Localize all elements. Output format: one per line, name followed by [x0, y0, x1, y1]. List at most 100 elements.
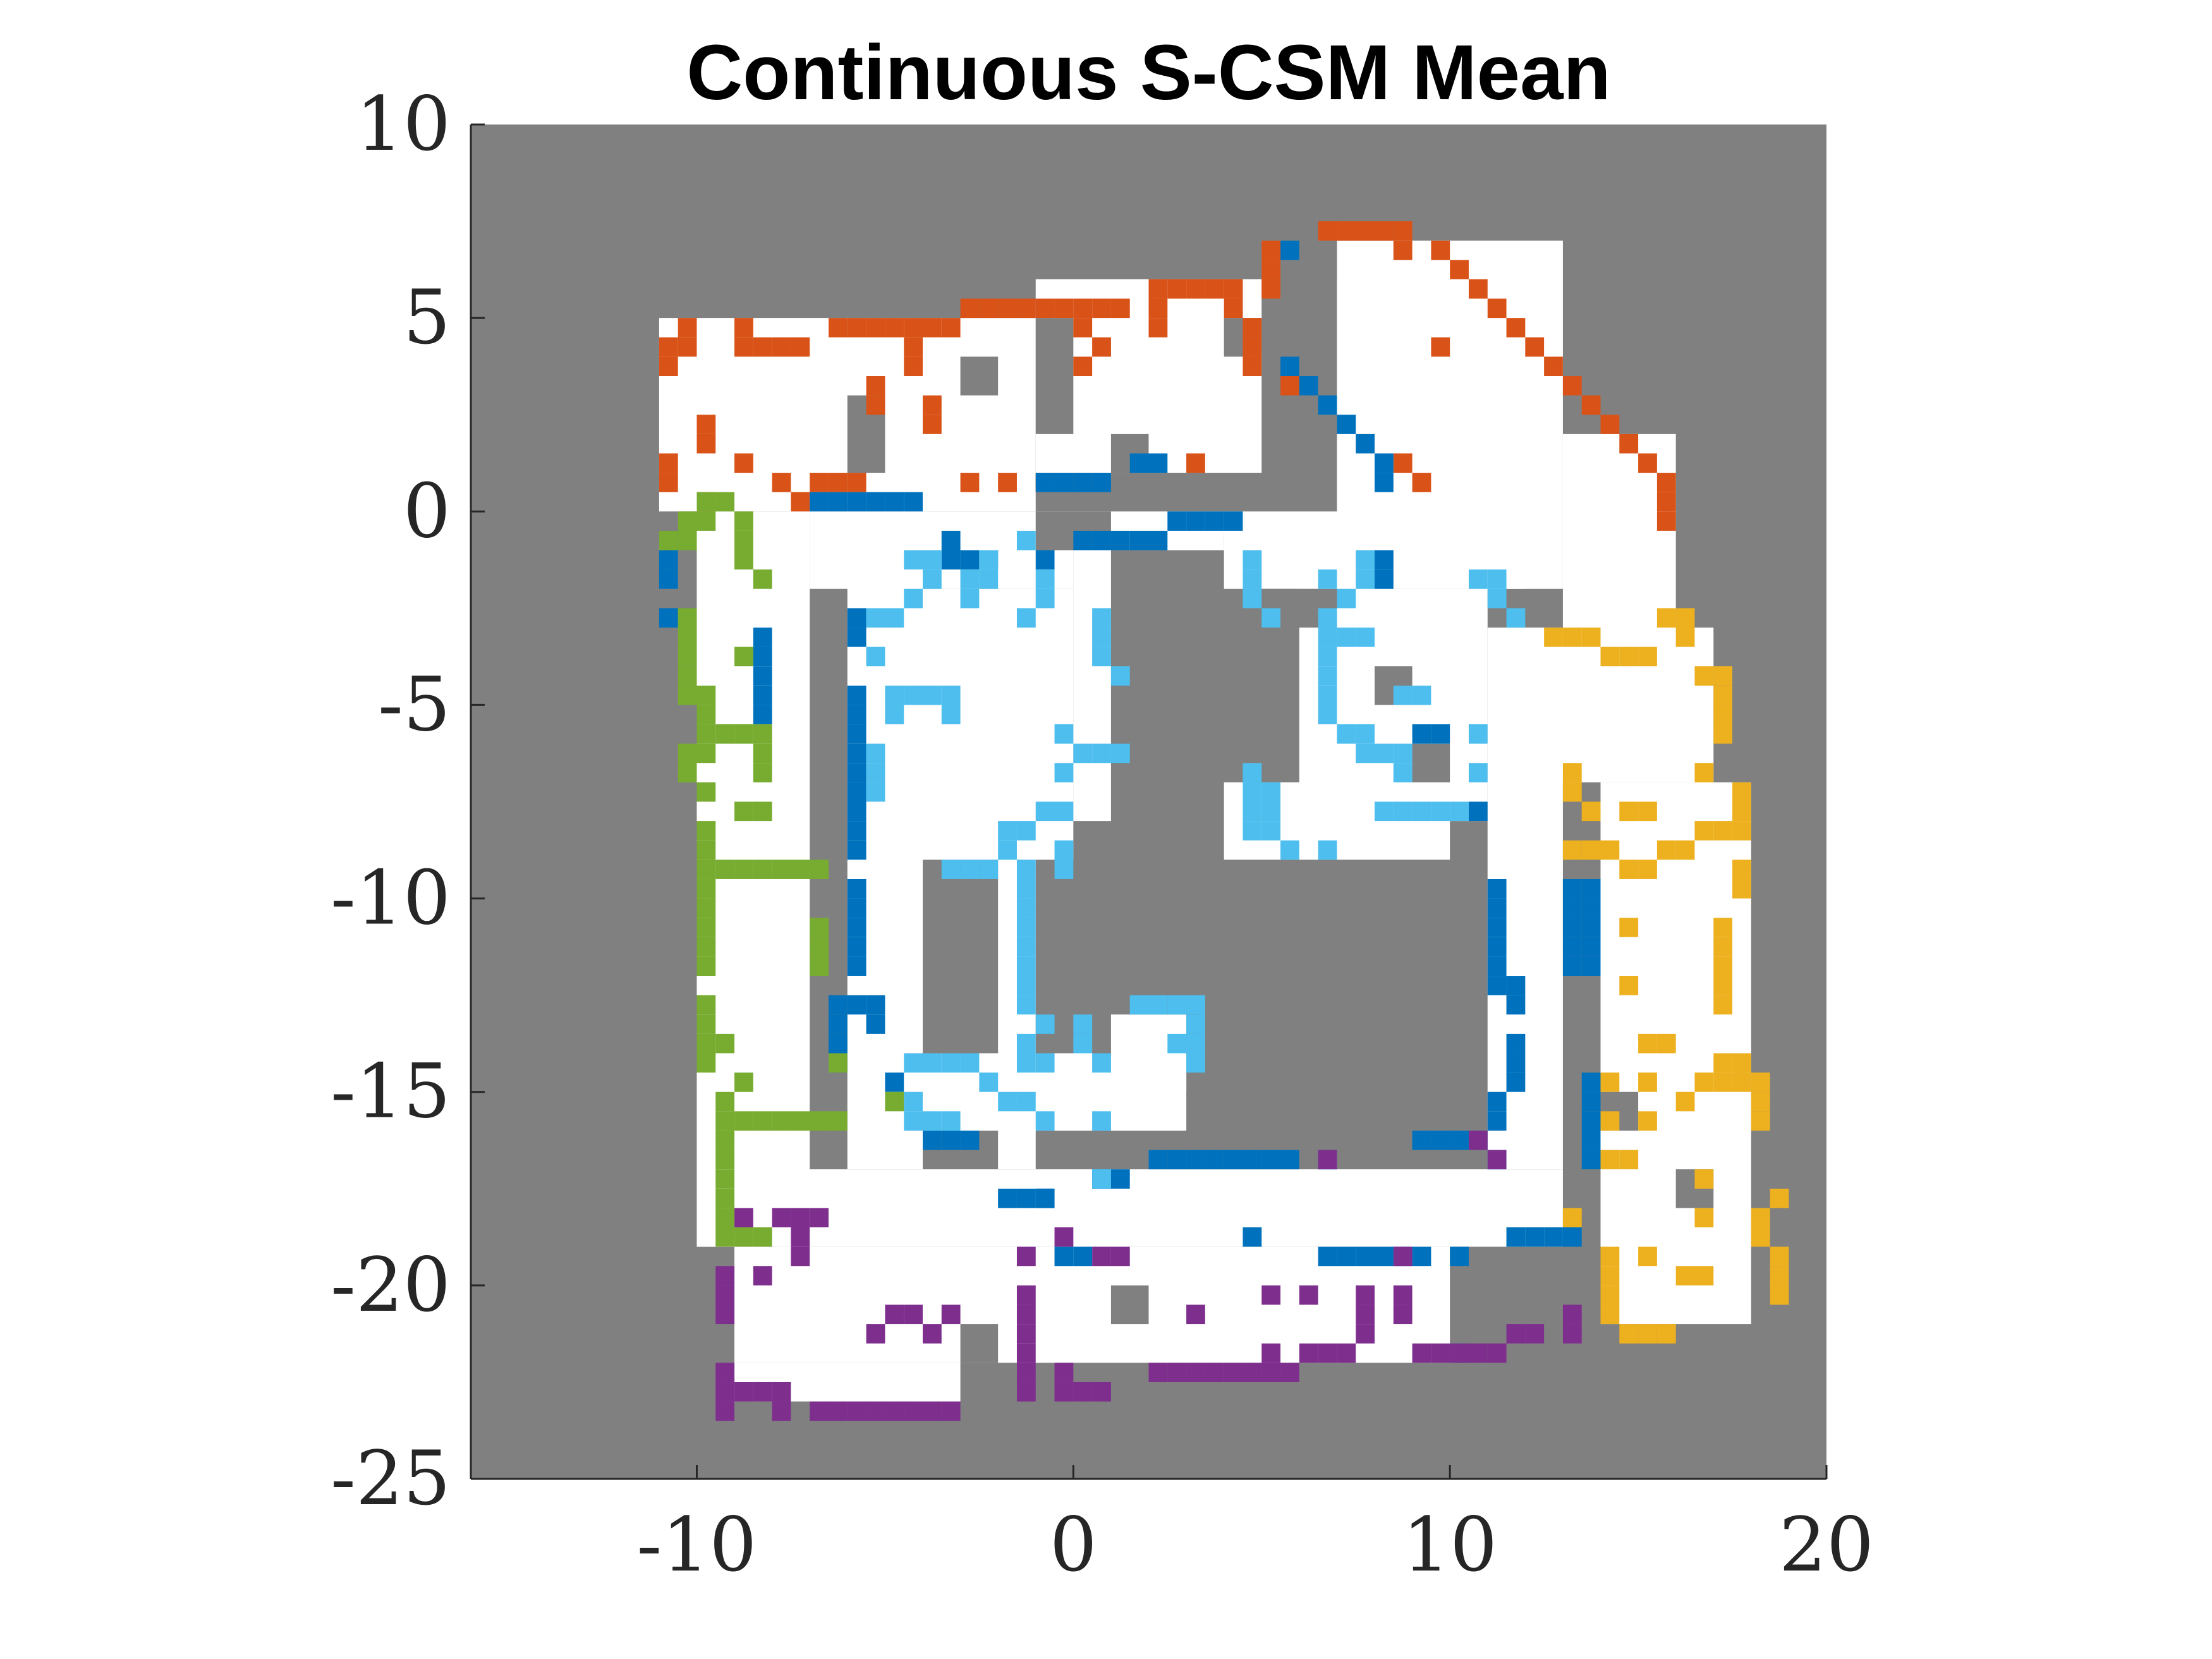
y-tick-label: -15 — [331, 1048, 451, 1135]
occupied-cell-blue — [1412, 724, 1431, 744]
occupied-cell-green — [678, 627, 697, 647]
occupied-cell-green — [678, 763, 697, 782]
occupied-cell-yellow — [1600, 1073, 1620, 1092]
occupied-cell-orange — [734, 453, 753, 473]
occupied-cell-yellow — [1713, 918, 1733, 937]
occupied-cell-blue — [1581, 878, 1601, 899]
occupied-cell-orange — [1468, 279, 1488, 299]
occupied-cell-blue — [847, 763, 866, 782]
occupied-cell-purple — [941, 1401, 961, 1421]
occupied-cell-yellow — [1770, 1246, 1789, 1267]
occupied-cell-blue — [941, 530, 961, 550]
occupied-cell-blue — [941, 1130, 961, 1150]
occupied-cell-lightblue — [923, 550, 942, 570]
occupied-cell-blue — [1562, 956, 1582, 976]
occupied-cell-green — [753, 860, 772, 879]
occupied-cell-lightblue — [1318, 705, 1337, 725]
occupied-cell-yellow — [1713, 724, 1733, 744]
occupied-cell-green — [696, 878, 716, 899]
occupied-cell-green — [678, 530, 697, 550]
occupied-cell-yellow — [1713, 666, 1733, 686]
occupied-cell-blue — [1468, 801, 1488, 822]
occupied-cell-blue — [753, 627, 772, 647]
occupied-cell-purple — [1299, 1285, 1318, 1305]
occupied-cell-purple — [1167, 1363, 1187, 1382]
occupied-cell-purple — [866, 1401, 885, 1421]
occupied-cell-yellow — [1619, 801, 1639, 822]
occupied-cell-purple — [1525, 1324, 1545, 1344]
occupied-cell-yellow — [1770, 1266, 1789, 1285]
occupied-cell-yellow — [1638, 1246, 1657, 1267]
occupied-cell-lightblue — [923, 1053, 942, 1073]
occupied-cell-purple — [1261, 1363, 1281, 1382]
occupied-cell-blue — [847, 801, 866, 822]
occupied-cell-lightblue — [1016, 995, 1036, 1015]
occupied-cell-blue — [1581, 1150, 1601, 1170]
occupied-cell-green — [696, 918, 716, 937]
occupied-cell-blue — [847, 743, 866, 763]
occupied-cell-orange — [941, 318, 961, 337]
occupied-cell-green — [696, 898, 716, 918]
occupied-cell-green — [678, 666, 697, 686]
occupied-cell-lightblue — [1261, 608, 1281, 628]
occupied-cell-orange — [1318, 221, 1337, 241]
occupied-cell-orange — [772, 473, 791, 492]
occupied-cell-purple — [1356, 1324, 1375, 1344]
occupied-cell-orange — [1148, 279, 1168, 299]
occupied-cell-blue — [1167, 1150, 1187, 1170]
occupied-cell-green — [753, 763, 772, 782]
y-tick-label: -25 — [331, 1435, 451, 1522]
occupied-cell-blue — [847, 956, 866, 976]
occupied-cell-yellow — [1713, 1053, 1733, 1073]
occupied-cell-orange — [1393, 240, 1413, 260]
occupied-cell-lightblue — [904, 1053, 923, 1073]
occupied-cell-blue — [1450, 1246, 1469, 1267]
occupied-cell-orange — [1205, 279, 1224, 299]
occupied-cell-purple — [772, 1382, 791, 1402]
occupied-cell-green — [810, 860, 829, 879]
occupied-cell-purple — [1562, 1324, 1582, 1344]
occupied-cell-green — [734, 511, 753, 531]
x-tick-label: 20 — [1779, 1501, 1874, 1588]
unknown-cell-region — [960, 356, 999, 396]
occupied-cell-green — [885, 1091, 904, 1112]
occupied-cell-orange — [829, 318, 848, 337]
occupied-cell-lightblue — [1092, 1111, 1111, 1131]
occupied-cell-blue — [1506, 1073, 1526, 1092]
occupied-cell-orange — [960, 473, 980, 492]
occupied-cell-purple — [1468, 1130, 1488, 1150]
occupied-cell-purple — [791, 1208, 810, 1228]
occupied-cell-green — [696, 705, 716, 725]
occupied-cell-blue — [829, 1033, 848, 1054]
occupied-cell-orange — [1506, 318, 1526, 337]
occupied-cell-blue — [659, 608, 678, 628]
occupied-cell-lightblue — [1016, 937, 1036, 957]
occupied-cell-blue — [1110, 1169, 1130, 1189]
occupied-cell-orange — [904, 318, 923, 337]
occupied-cell-purple — [1393, 1285, 1413, 1305]
occupied-cell-purple — [753, 1266, 772, 1285]
occupied-cell-yellow — [1619, 860, 1639, 879]
occupied-cell-orange — [1224, 279, 1243, 299]
occupied-cell-lightblue — [866, 782, 885, 802]
occupied-cell-yellow — [1732, 782, 1751, 802]
occupied-cell-orange — [1393, 453, 1413, 473]
occupied-cell-blue — [1506, 976, 1526, 995]
occupied-cell-blue — [1054, 473, 1074, 492]
occupied-cell-yellow — [1770, 1285, 1789, 1305]
occupied-cell-green — [810, 1111, 829, 1131]
occupied-cell-lightblue — [1243, 569, 1262, 589]
occupied-cell-orange — [810, 473, 829, 492]
occupied-cell-purple — [885, 1304, 904, 1325]
occupied-cell-green — [829, 1111, 848, 1131]
occupied-cell-blue — [866, 995, 885, 1015]
occupied-cell-orange — [1186, 453, 1205, 473]
occupied-cell-lightblue — [1243, 588, 1262, 609]
occupied-cell-blue — [1148, 530, 1168, 550]
occupied-cell-blue — [1562, 937, 1582, 957]
occupied-cell-lightblue — [1261, 782, 1281, 802]
occupied-cell-blue — [1506, 1033, 1526, 1054]
occupied-cell-lightblue — [1261, 801, 1281, 822]
occupied-cell-blue — [1375, 550, 1394, 570]
occupied-cell-orange — [1544, 356, 1563, 376]
